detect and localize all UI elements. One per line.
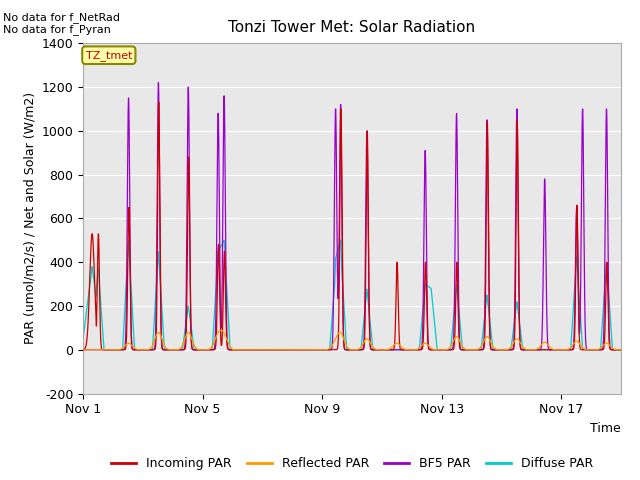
Text: TZ_tmet: TZ_tmet (86, 50, 132, 60)
Title: Tonzi Tower Met: Solar Radiation: Tonzi Tower Met: Solar Radiation (228, 20, 476, 35)
Text: No data for f_NetRad
No data for f_Pyran: No data for f_NetRad No data for f_Pyran (3, 12, 120, 36)
X-axis label: Time: Time (590, 422, 621, 435)
Y-axis label: PAR (umol/m2/s) / Net and Solar (W/m2): PAR (umol/m2/s) / Net and Solar (W/m2) (23, 92, 36, 345)
Legend: Incoming PAR, Reflected PAR, BF5 PAR, Diffuse PAR: Incoming PAR, Reflected PAR, BF5 PAR, Di… (106, 452, 598, 475)
